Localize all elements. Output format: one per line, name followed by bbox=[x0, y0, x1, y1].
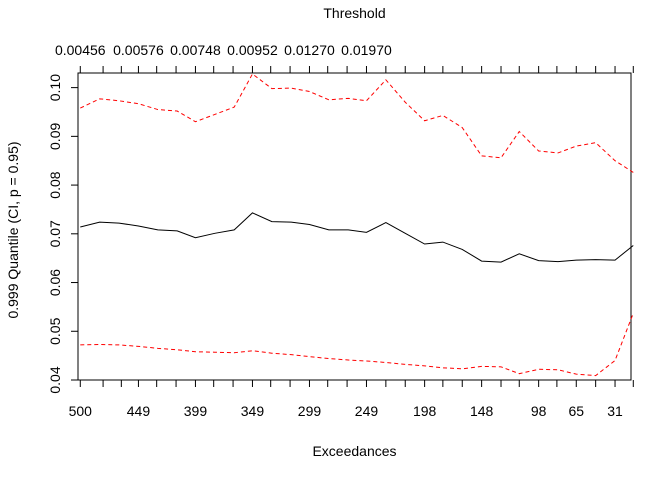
x-tick-label: 31 bbox=[607, 403, 623, 419]
bottom-axis: 500 449 399 349 299 249 198 148 98 65 31 bbox=[69, 380, 634, 419]
y-axis-label: 0.999 Quantile (CI, p = 0.95) bbox=[5, 141, 21, 318]
y-tick-label: 0.05 bbox=[47, 317, 63, 344]
y-tick-label: 0.06 bbox=[47, 269, 63, 296]
x-tick-label: 198 bbox=[413, 403, 437, 419]
top-tick-label: 0.00952 bbox=[227, 42, 278, 58]
x-tick-label: 98 bbox=[531, 403, 547, 419]
top-tick-label: 0.00576 bbox=[113, 42, 164, 58]
top-axis-label: Threshold bbox=[323, 5, 385, 21]
top-tick-label: 0.00456 bbox=[55, 42, 106, 58]
x-tick-label: 299 bbox=[298, 403, 322, 419]
upper-ci-line bbox=[80, 73, 634, 173]
x-tick-label: 249 bbox=[355, 403, 379, 419]
series-layer bbox=[80, 73, 634, 377]
y-tick-label: 0.04 bbox=[47, 366, 63, 393]
top-tick-label: 0.01270 bbox=[284, 42, 335, 58]
left-axis: 0.04 0.05 0.06 0.07 0.08 0.09 0.10 bbox=[47, 74, 78, 394]
y-tick-label: 0.07 bbox=[47, 220, 63, 247]
x-tick-label: 399 bbox=[184, 403, 208, 419]
x-tick-label: 500 bbox=[69, 403, 93, 419]
top-axis: 0.00456 0.00576 0.00748 0.00952 0.01270 0.019… bbox=[55, 42, 634, 73]
top-tick-label: 0.01970 bbox=[341, 42, 392, 58]
plot-frame bbox=[77, 72, 632, 381]
top-tick-label: 0.00748 bbox=[170, 42, 221, 58]
y-tick-label: 0.10 bbox=[47, 74, 63, 101]
lower-ci-line bbox=[80, 313, 634, 377]
x-tick-label: 449 bbox=[127, 403, 151, 419]
x-tick-label: 148 bbox=[470, 403, 494, 419]
estimate-line bbox=[80, 212, 634, 263]
x-tick-label: 349 bbox=[241, 403, 265, 419]
x-tick-label: 65 bbox=[568, 403, 584, 419]
x-axis-label: Exceedances bbox=[312, 443, 396, 459]
y-tick-label: 0.09 bbox=[47, 123, 63, 150]
y-tick-label: 0.08 bbox=[47, 171, 63, 198]
